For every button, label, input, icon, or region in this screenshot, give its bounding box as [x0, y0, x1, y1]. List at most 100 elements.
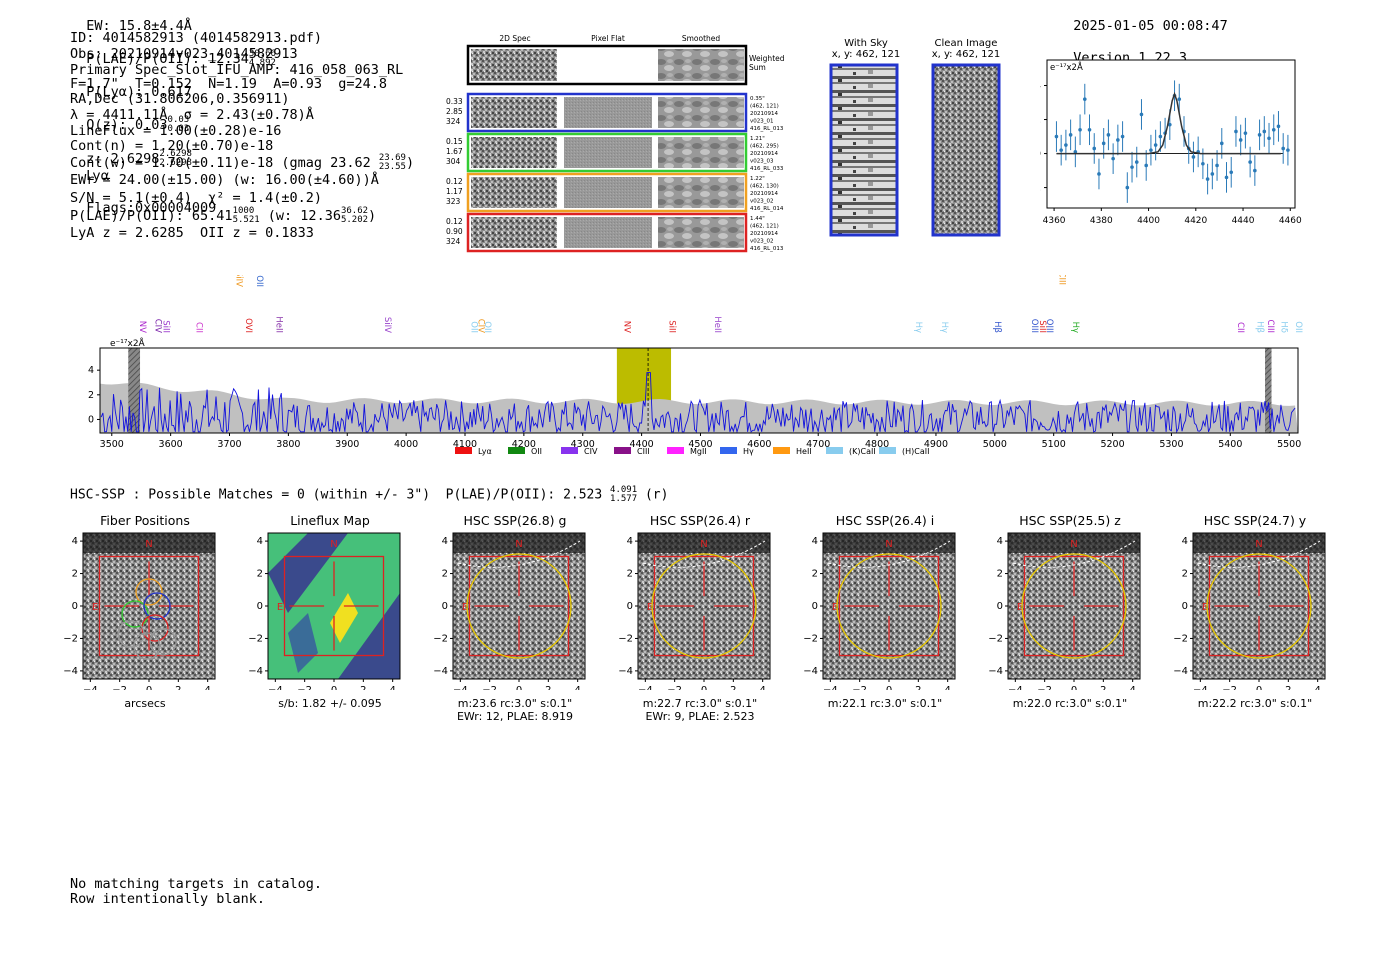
- legend-swatch: [455, 447, 472, 454]
- hsc-xtick-label: −4: [823, 685, 838, 690]
- north-marker: N: [1255, 539, 1262, 550]
- legend-label: OII: [531, 447, 542, 456]
- hsc-panel-image: N E 4 2 0 −2 −4 −4 −2 0 2 4: [433, 532, 586, 690]
- hsc-ytick-label: 4: [1182, 536, 1188, 547]
- hsc-dark-band: [823, 533, 955, 553]
- neighbor-ellipse: [1197, 540, 1321, 568]
- cutout-row-stat: 0.15: [446, 137, 463, 146]
- north-marker: N: [885, 539, 892, 550]
- cutout-row-meta: (462, 295): [750, 144, 779, 150]
- hsc-panel-image: N E 4 2 0 −2 −4 −4 −2 0 2 4: [803, 532, 956, 690]
- hsc-caption: m:22.0 rc:3.0" s:0.1": [1012, 697, 1128, 710]
- hsc-xtick-label: 4: [944, 685, 950, 690]
- info-lineflux: LineFlux = 1.00(±0.28)e-16: [70, 123, 282, 139]
- fiber-circle: [121, 600, 149, 628]
- zoom-ytick-label: 2: [1040, 116, 1041, 126]
- col-title-2d: 2D Spec: [499, 34, 530, 43]
- zoom-data-point: [1054, 134, 1059, 139]
- spectral-line-label: SiII: [161, 320, 171, 333]
- hsc-panel-title: Fiber Positions: [100, 513, 190, 528]
- spectral-line-label: OII: [1293, 321, 1303, 333]
- zoom-xtick-label: 4400: [1137, 216, 1160, 226]
- zoom-data-point: [1262, 129, 1267, 134]
- info-z-solutions: LyA z = 2.6285 OII z = 0.1833: [70, 225, 314, 241]
- full-ytick-label: 2: [88, 390, 94, 401]
- cutout-2d-spec: [471, 177, 557, 208]
- hsc-ytick-label: −4: [248, 666, 263, 677]
- hsc-panel-image: N E 4 2 0 −2 −4 −4 −2 0 2 4: [988, 532, 1141, 690]
- plot-frame: [99, 347, 1299, 434]
- zoom-data-point: [1087, 127, 1092, 132]
- legend-label: (H)CaII: [902, 447, 929, 456]
- spectral-line-label: OII: [468, 321, 478, 333]
- full-xtick-label: 4500: [688, 439, 712, 450]
- zoom-ytick-label: −2: [1040, 184, 1041, 194]
- full-xtick-label: 3900: [335, 439, 359, 450]
- fiber-circle: [133, 632, 161, 660]
- cutout-panel: 2D Spec Pixel Flat Smoothed Weighted Sum…: [446, 34, 785, 253]
- full-xtick-label: 4000: [394, 439, 418, 450]
- north-marker: N: [145, 539, 152, 550]
- clean-image: [931, 63, 1001, 237]
- zoom-xtick-label: 4360: [1043, 216, 1066, 226]
- hsc-xtick-label: 4: [574, 685, 580, 690]
- spectral-line-label: NV: [137, 321, 147, 333]
- zoom-data-point: [1238, 138, 1243, 142]
- zoom-data-point: [1059, 148, 1063, 152]
- hsc-xtick-label: −2: [297, 685, 312, 690]
- cutout-row-meta: (462, 121): [750, 104, 779, 110]
- zoom-data-point: [1097, 172, 1101, 176]
- zoom-data-point: [1068, 133, 1073, 137]
- zoom-xtick-label: 4460: [1279, 216, 1302, 226]
- hsc-xtick-label: −2: [667, 685, 682, 690]
- hsc-ytick-label: 0: [257, 601, 263, 612]
- cutout-row-meta: v023_02: [750, 199, 774, 205]
- cutout-2d-spec: [471, 97, 557, 128]
- full-ytick-label: 4: [88, 365, 94, 376]
- hsc-xtick-label: 4: [759, 685, 765, 690]
- hsc-frame: [637, 532, 771, 680]
- cutout-row-stat: 323: [446, 197, 461, 206]
- aperture-box: [283, 555, 385, 657]
- hsc-ytick-label: 4: [627, 536, 633, 547]
- spectral-line-label: Hγ: [1070, 322, 1080, 333]
- cutout-row-meta: (462, 130): [750, 184, 779, 190]
- hsc-dark-band: [453, 533, 585, 553]
- zoom-data-point: [1267, 136, 1271, 141]
- hsc-ytick-label: −2: [618, 633, 633, 644]
- zoom-data-point: [1191, 155, 1196, 159]
- cutout-row-meta: (462, 121): [750, 224, 779, 230]
- zoom-data-point: [1082, 97, 1087, 101]
- zoom-data-point: [1106, 133, 1111, 137]
- cutout-row-meta: v023_01: [750, 119, 774, 125]
- legend-swatch: [614, 447, 631, 454]
- legend-label: Hγ: [743, 447, 754, 456]
- hsc-ytick-label: −2: [988, 633, 1003, 644]
- hsc-panel-title: HSC SSP(26.8) g: [463, 513, 567, 528]
- redshift-range: 2.6298 2.6298: [159, 149, 192, 168]
- cutout-row-stat: 2.85: [446, 107, 463, 116]
- north-marker: N: [1070, 539, 1077, 550]
- legend-label: CIV: [584, 447, 598, 456]
- hsc-ytick-label: 0: [72, 601, 78, 612]
- full-xtick-label: 4100: [453, 439, 477, 450]
- zoom-data-point: [1281, 146, 1285, 151]
- hsc-xtick-label: 2: [1100, 685, 1106, 690]
- cutout-row-meta: 1.44": [750, 216, 765, 222]
- zoom-ytick-label: 0: [1040, 150, 1041, 160]
- zoom-data-point: [1201, 161, 1205, 166]
- qz-range: 0.03 0.03: [167, 115, 190, 134]
- cutout-row-stat: 1.67: [446, 147, 463, 156]
- aperture-circle: [836, 553, 942, 659]
- hsc-caption: m:22.7 rc:3.0" s:0.1": [642, 697, 758, 710]
- zoom-ytick-label: 4: [1040, 82, 1041, 92]
- cutout-row-meta: 1.22": [750, 176, 765, 182]
- full-xtick-label: 5500: [1277, 439, 1301, 450]
- full-xtick-label: 5300: [1159, 439, 1183, 450]
- chip-gap: [128, 348, 141, 433]
- east-marker: E: [1202, 602, 1208, 613]
- hsc-ytick-label: −2: [63, 633, 78, 644]
- east-marker: E: [92, 602, 98, 613]
- zoom-data-point: [1078, 127, 1082, 132]
